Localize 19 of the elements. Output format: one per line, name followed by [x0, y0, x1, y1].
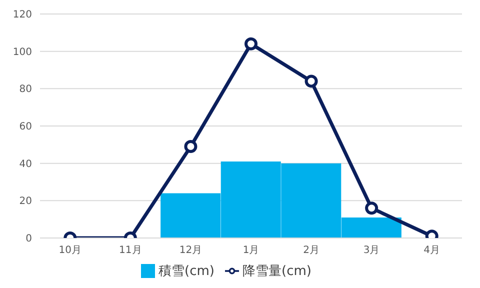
x-tick-label: 1月 — [242, 245, 260, 256]
x-tick-label: 2月 — [303, 245, 320, 256]
y-tick-label: 20 — [19, 196, 32, 208]
x-tick-label: 12月 — [179, 245, 202, 256]
point — [244, 37, 258, 50]
y-tick-label: 0 — [26, 234, 32, 245]
y-tick-label: 100 — [12, 46, 32, 58]
x-tick-label: 10月 — [58, 245, 82, 256]
point — [304, 74, 318, 88]
legend-label: 積雪(cm) — [158, 264, 214, 279]
legend-label: 降雪量(cm) — [242, 264, 312, 279]
y-tick-label: 60 — [19, 122, 32, 133]
x-tick-label: 3月 — [363, 245, 380, 256]
point — [184, 140, 198, 154]
y-tick-label: 120 — [12, 10, 32, 21]
x-tick-label: 4月 — [424, 245, 440, 256]
x-tick-label: 11月 — [119, 245, 142, 256]
y-tick-label: 40 — [19, 158, 32, 170]
y-tick-label: 80 — [19, 84, 32, 96]
